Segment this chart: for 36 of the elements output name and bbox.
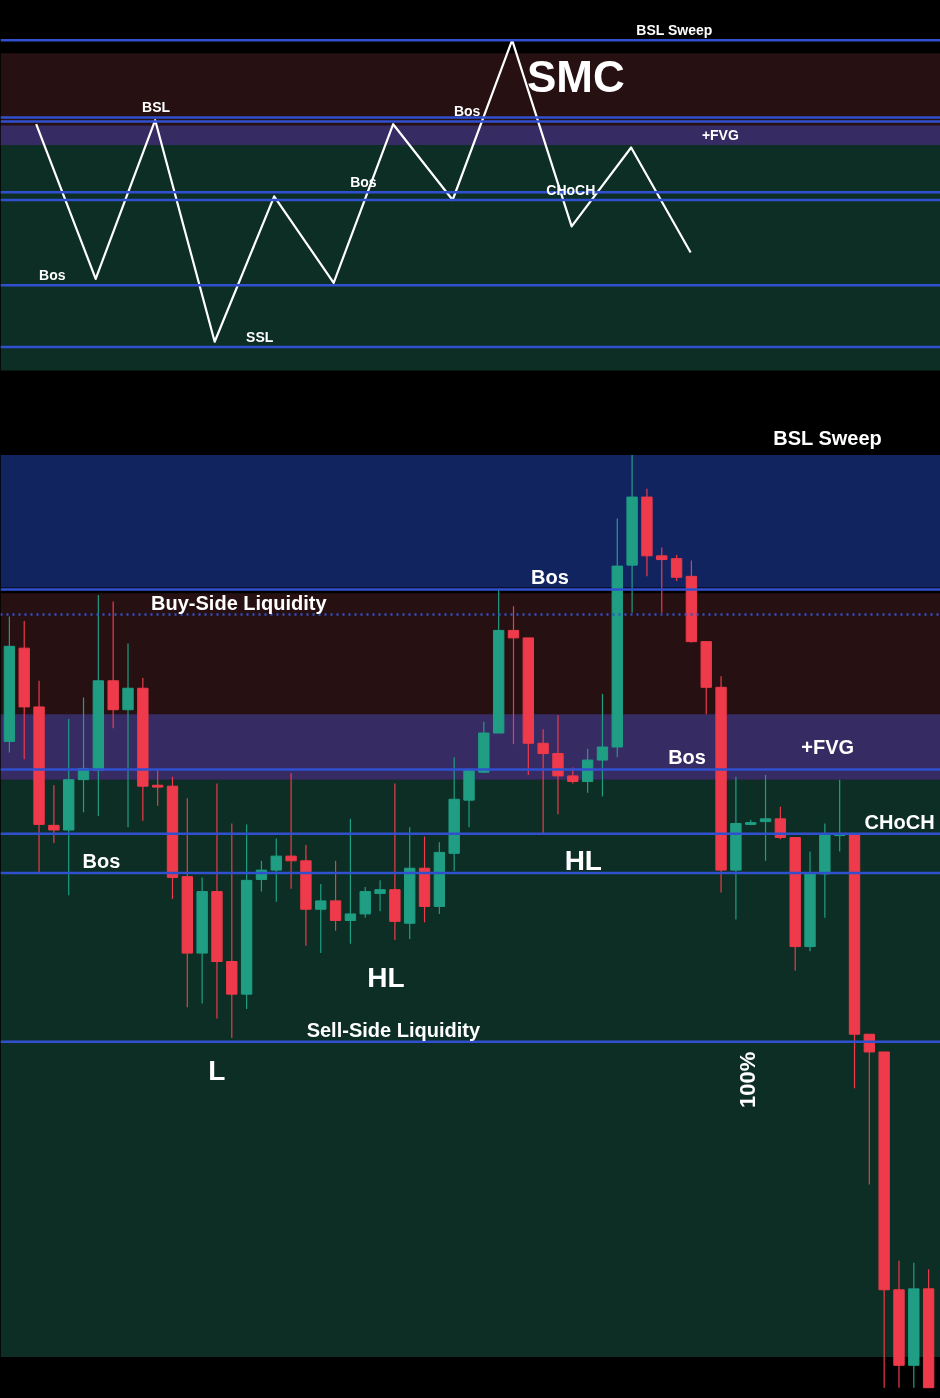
candlestick <box>329 860 342 932</box>
candlestick <box>596 693 609 798</box>
candlestick <box>670 554 683 582</box>
candlestick <box>344 818 357 945</box>
candlestick <box>374 879 386 912</box>
ref-line-label: Bos <box>453 103 481 120</box>
candlestick <box>359 886 371 919</box>
ref-line-label: BSL <box>142 99 171 116</box>
ref-line-label: Bos <box>82 849 121 872</box>
ref-line-label: CHoCH <box>864 810 935 833</box>
annotation: HL <box>564 845 602 877</box>
annotation: 100% <box>735 1051 761 1109</box>
ref-line-label: Bos <box>668 746 706 769</box>
band-label: +FVG <box>801 736 855 759</box>
candlestick <box>270 837 282 903</box>
ref-line-label: BSL Sweep <box>636 22 713 39</box>
candlestick <box>759 774 772 862</box>
candlestick <box>48 784 60 844</box>
ref-line-label: Bos <box>39 267 66 284</box>
candlestick <box>285 772 297 890</box>
candlestick <box>122 642 134 828</box>
candlestick <box>507 605 520 745</box>
candlestick <box>863 1033 876 1185</box>
chart-title: SMC <box>526 51 625 101</box>
candlestick <box>552 714 564 815</box>
candlestick <box>656 546 668 614</box>
annotation: HL <box>367 961 405 993</box>
ref-line-label: Buy-Side Liquidity <box>151 591 328 614</box>
candlestick <box>315 883 327 954</box>
band-label: +FVG <box>701 127 739 144</box>
band-label: BSL Sweep <box>773 427 882 450</box>
ref-line-label: SSL <box>246 328 274 345</box>
ref-line-label: Sell-Side Liquidity <box>306 1018 481 1041</box>
annotation: L <box>208 1055 226 1087</box>
ref-line-label: Bos <box>531 566 569 589</box>
candlestick <box>151 769 164 807</box>
